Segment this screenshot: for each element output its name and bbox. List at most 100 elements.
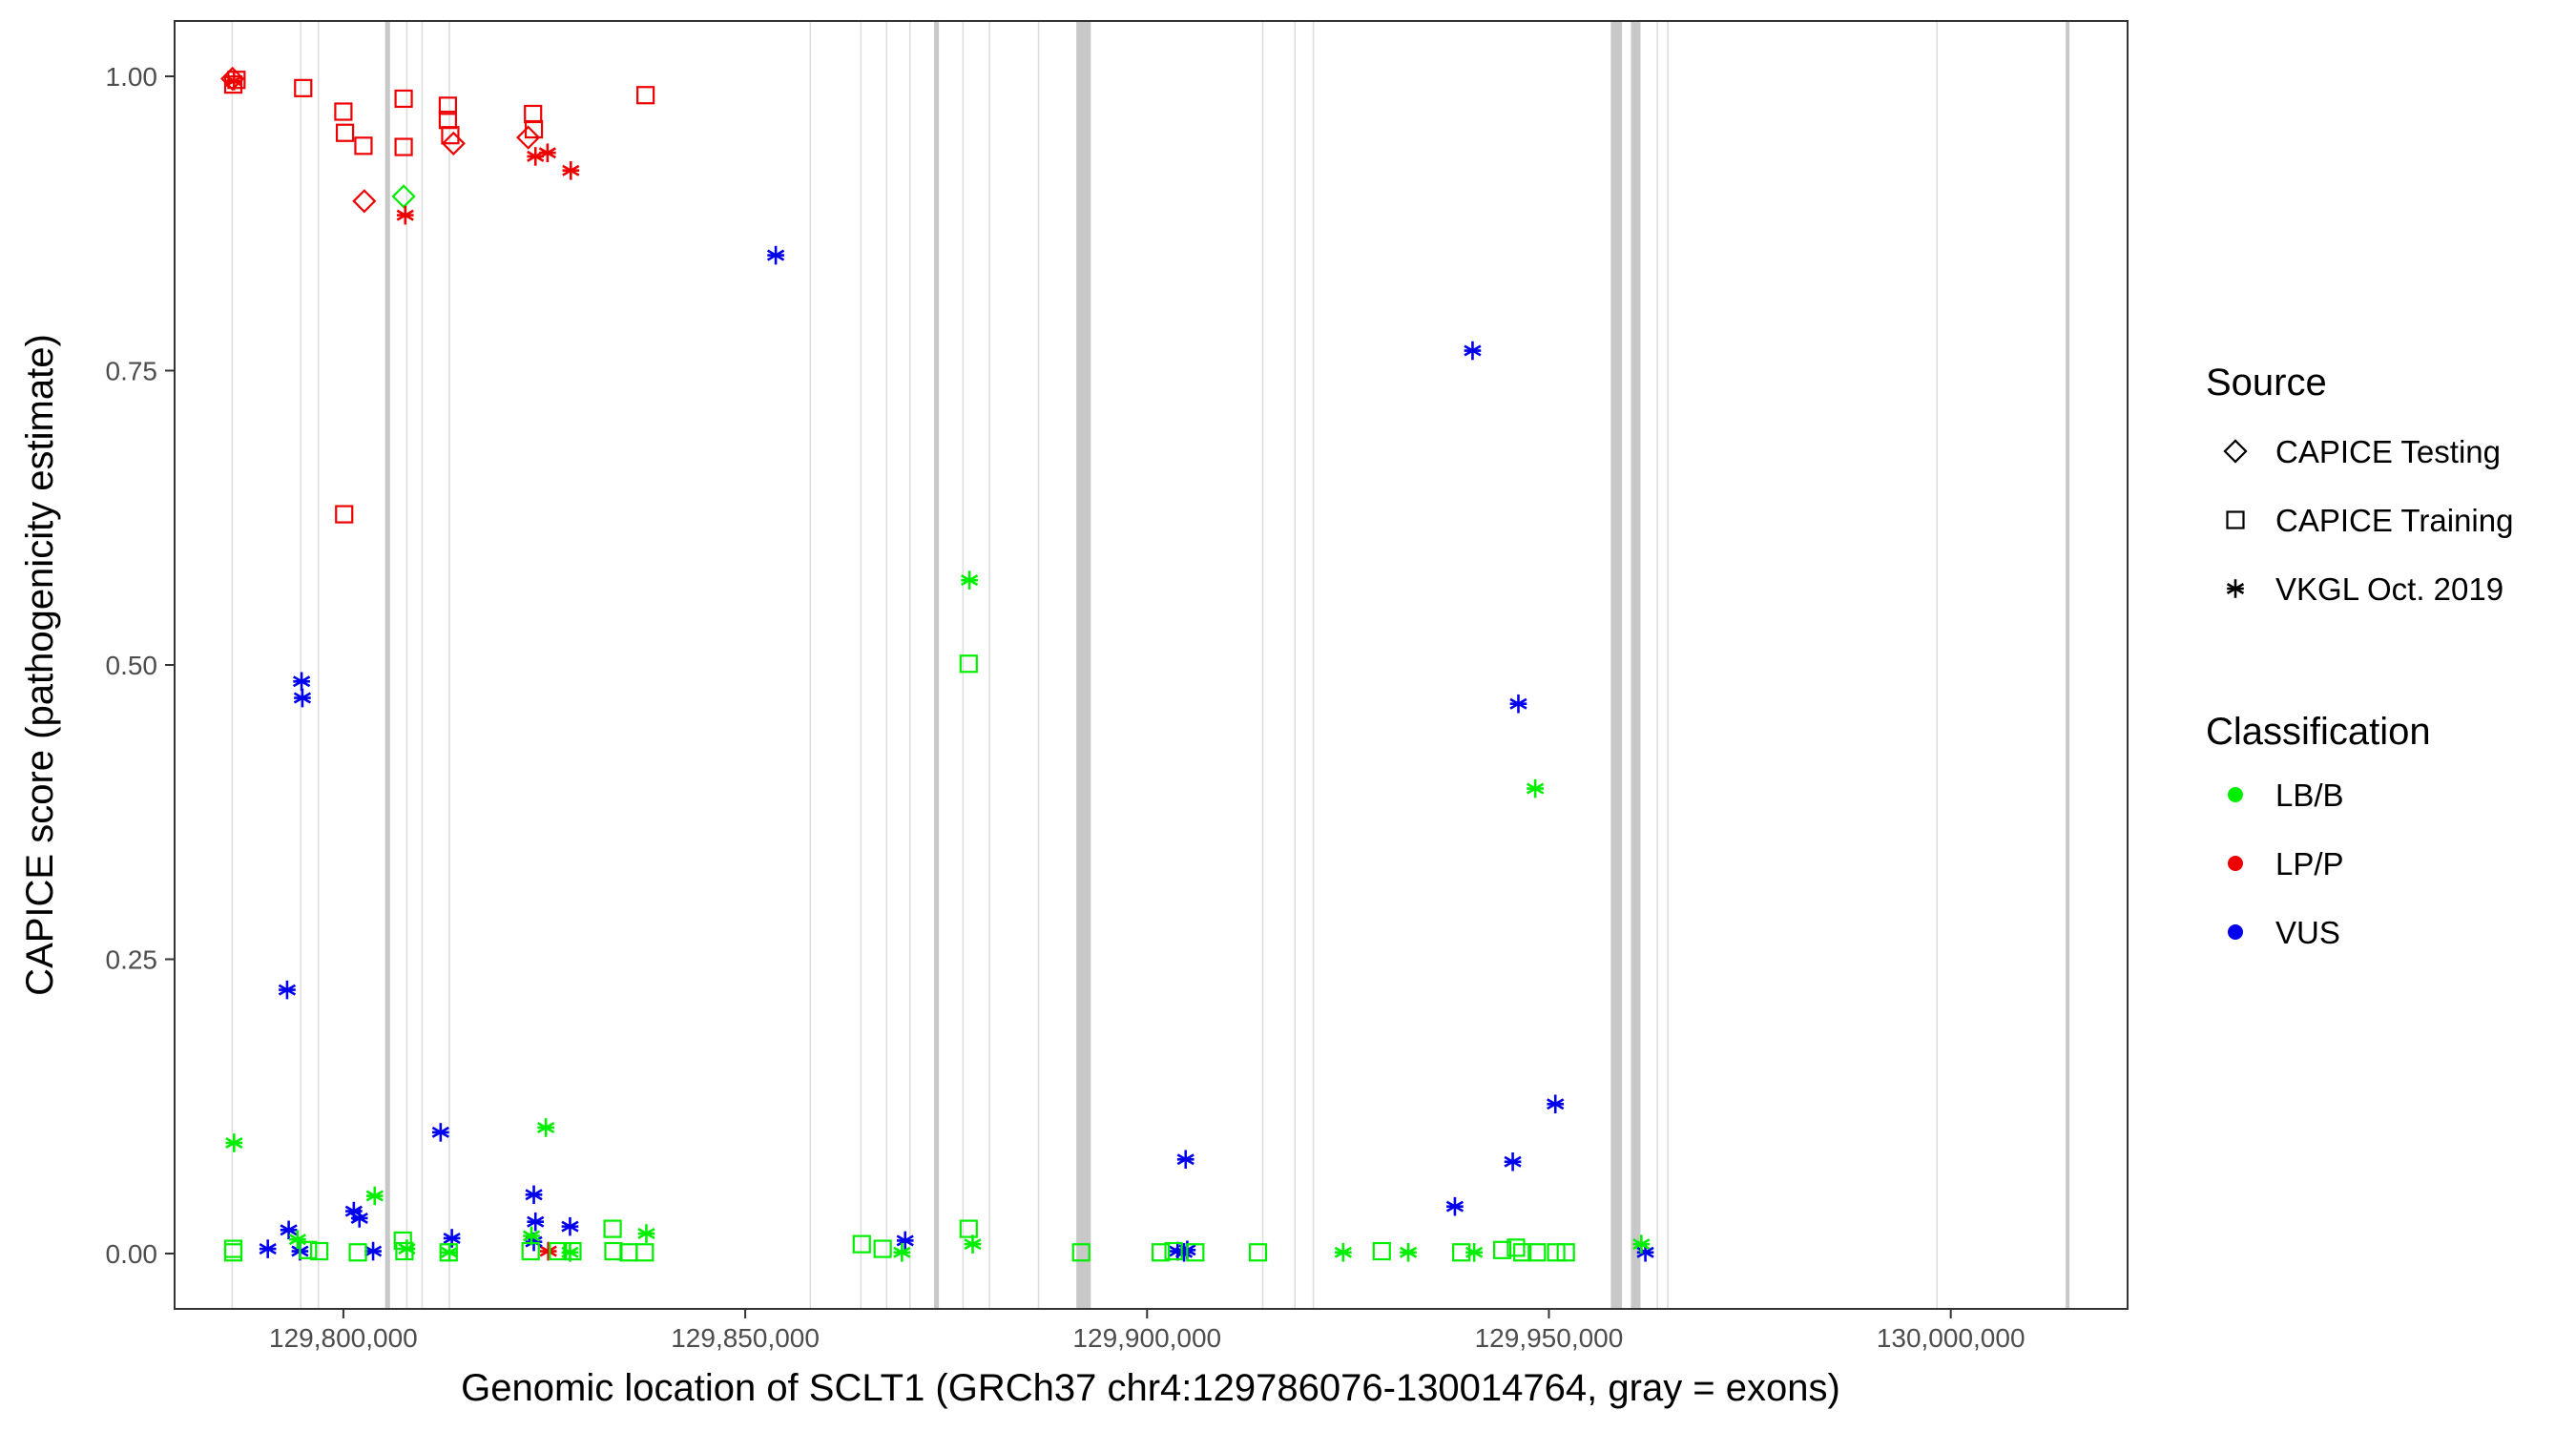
legend-classification: Classification LB/B LP/P VUS <box>2206 711 2431 950</box>
data-point <box>335 505 354 524</box>
data-point <box>1445 1196 1465 1216</box>
data-point <box>292 672 311 692</box>
data-point <box>310 1241 329 1261</box>
data-point <box>561 1216 579 1236</box>
exon-band <box>809 21 812 1309</box>
data-point <box>431 1123 449 1142</box>
data-point <box>352 189 377 214</box>
legend-source-title: Source <box>2206 362 2327 404</box>
legend-source-items: CAPICE Testing CAPICE Training VKGL Oct. 2… <box>2223 434 2513 607</box>
data-point <box>393 1231 412 1251</box>
x-tick-label: 129,950,000 <box>1475 1323 1624 1353</box>
x-tick-label: 129,850,000 <box>671 1323 820 1353</box>
legend-source-item: VKGL Oct. 2019 <box>2226 571 2503 607</box>
data-point <box>563 1241 582 1261</box>
y-tick-label: 0.75 <box>106 356 158 385</box>
data-point <box>394 89 413 109</box>
legend-classification-item: VUS <box>2228 915 2340 950</box>
exon-band <box>1037 21 1040 1309</box>
legend-source-item: CAPICE Testing <box>2223 434 2501 469</box>
exon-band <box>421 21 424 1309</box>
data-point <box>223 1243 243 1262</box>
exon-band <box>317 21 320 1309</box>
data-point <box>852 1234 871 1254</box>
exon-band <box>1076 21 1091 1309</box>
data-point <box>225 72 243 91</box>
legend-source-item: CAPICE Training <box>2226 503 2513 538</box>
legend-classification-item: LB/B <box>2228 778 2344 813</box>
data-point <box>1164 1241 1183 1261</box>
data-point <box>354 136 373 156</box>
exon-band <box>860 21 862 1309</box>
y-tick-label: 0.25 <box>106 945 158 975</box>
data-point <box>1334 1242 1352 1262</box>
data-point <box>225 1133 243 1152</box>
exon-band <box>1261 21 1264 1309</box>
data-point <box>440 1242 459 1262</box>
exon-band <box>1610 21 1623 1309</box>
data-point <box>1372 1241 1391 1261</box>
exon-bands <box>231 21 2070 1309</box>
data-point <box>1464 341 1482 361</box>
data-point <box>635 1243 654 1262</box>
legend-classification-title: Classification <box>2206 711 2431 753</box>
data-point <box>259 1239 277 1258</box>
data-point <box>1071 1243 1091 1262</box>
data-point <box>1452 1243 1471 1262</box>
y-tick-label: 0.50 <box>106 651 158 680</box>
data-point <box>441 131 466 156</box>
data-point <box>335 123 355 142</box>
data-point <box>364 1241 383 1261</box>
data-point <box>1509 694 1527 714</box>
exon-band <box>1631 21 1641 1309</box>
data-point <box>896 1231 914 1251</box>
data-point <box>1556 1243 1575 1262</box>
data-point <box>636 86 655 105</box>
exon-band <box>1936 21 1939 1309</box>
data-point <box>1399 1242 1418 1262</box>
exon-band <box>384 21 390 1309</box>
data-point <box>516 125 541 150</box>
data-point <box>1152 1243 1171 1262</box>
data-point <box>365 1186 384 1206</box>
data-point <box>521 1241 540 1261</box>
legend-classification-label: LB/B <box>2275 778 2344 813</box>
data-point <box>873 1239 892 1258</box>
legend-classification-label: VUS <box>2275 915 2340 950</box>
data-point <box>603 1219 622 1238</box>
data-point <box>539 1241 557 1261</box>
data-point <box>293 688 312 708</box>
data-point <box>959 654 978 674</box>
data-point <box>1248 1243 1268 1262</box>
data-point <box>637 1224 655 1243</box>
exon-band <box>908 21 911 1309</box>
data-point <box>396 205 414 225</box>
exon-band <box>2066 21 2070 1309</box>
legend-source: Source CAPICE Testing CAPICE Training VKGL… <box>2206 362 2513 607</box>
data-points <box>220 66 1654 1262</box>
data-point <box>220 66 245 92</box>
exon-band <box>885 21 888 1309</box>
exon-band <box>962 21 965 1309</box>
data-point <box>1513 1243 1532 1262</box>
data-point <box>395 1241 414 1261</box>
data-point <box>1547 1243 1566 1262</box>
data-point <box>394 137 413 156</box>
data-point <box>961 570 979 590</box>
exon-band <box>1667 21 1669 1309</box>
data-point <box>537 1118 555 1137</box>
data-point <box>391 184 416 209</box>
data-point <box>334 102 353 121</box>
x-axis-title: Genomic location of SCLT1 (GRCh37 chr4:1… <box>461 1367 1840 1409</box>
legend-classification-label: LP/P <box>2275 846 2344 881</box>
exon-band <box>1656 21 1658 1309</box>
exon-band <box>1312 21 1315 1309</box>
exon-band <box>231 21 234 1309</box>
legend-source-label: VKGL Oct. 2019 <box>2275 571 2503 607</box>
data-point <box>766 245 785 265</box>
x-tick-label: 130,000,000 <box>1877 1323 2025 1353</box>
data-point <box>1632 1234 1651 1254</box>
x-tick-label: 129,800,000 <box>269 1323 418 1353</box>
